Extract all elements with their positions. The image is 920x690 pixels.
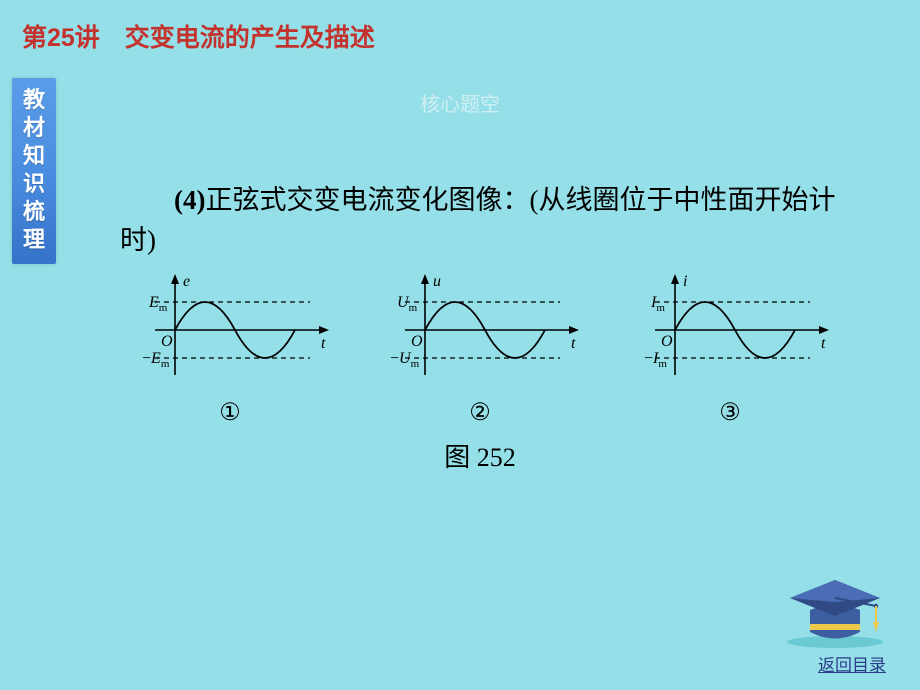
chart-label-2: ② bbox=[469, 398, 491, 427]
content-area: (4)正弦式交变电流变化图像：(从线圈位于中性面开始计时) e bbox=[120, 180, 860, 474]
svg-text:Um: Um bbox=[397, 294, 418, 314]
svg-text:t: t bbox=[821, 335, 826, 352]
svg-text:e: e bbox=[183, 273, 190, 290]
svg-text:t: t bbox=[321, 335, 326, 352]
paragraph: (4)正弦式交变电流变化图像：(从线圈位于中性面开始计时) bbox=[120, 180, 860, 260]
svg-text:t: t bbox=[571, 335, 576, 352]
svg-text:Im: Im bbox=[650, 294, 665, 314]
para-text: 正弦式交变电流变化图像：(从线圈位于中性面开始计时) bbox=[120, 185, 835, 255]
sine-chart-u: u Um −Um O t bbox=[375, 270, 585, 390]
chart-cell-2: u Um −Um O t ② bbox=[370, 270, 590, 427]
side-tab-char: 材 bbox=[23, 114, 45, 142]
chart-label-3: ③ bbox=[719, 398, 741, 427]
core-section-label: 核心题空 bbox=[0, 88, 920, 117]
svg-text:O: O bbox=[161, 333, 173, 350]
svg-text:−Um: −Um bbox=[390, 350, 420, 370]
svg-text:O: O bbox=[411, 333, 423, 350]
svg-text:−Em: −Em bbox=[142, 350, 170, 370]
svg-text:−Im: −Im bbox=[644, 350, 667, 370]
side-tab-char: 识 bbox=[23, 170, 45, 198]
chart-cell-1: e Em −Em O t ① bbox=[120, 270, 340, 427]
charts-row: e Em −Em O t ① u bbox=[120, 270, 840, 427]
figure-caption: 图 25­2 bbox=[120, 437, 840, 474]
graduation-cap-icon bbox=[780, 570, 890, 650]
sine-chart-e: e Em −Em O t bbox=[125, 270, 335, 390]
chart-cell-3: i Im −Im O t ③ bbox=[620, 270, 840, 427]
lecture-title: 第25讲 交变电流的产生及描述 bbox=[22, 18, 920, 54]
svg-text:u: u bbox=[433, 273, 441, 290]
svg-text:O: O bbox=[661, 333, 673, 350]
header: 第25讲 交变电流的产生及描述 bbox=[0, 0, 920, 54]
side-tab-char: 理 bbox=[23, 226, 45, 254]
side-tab-char: 梳 bbox=[23, 198, 45, 226]
side-tab-char: 知 bbox=[23, 142, 45, 170]
sine-chart-i: i Im −Im O t bbox=[625, 270, 835, 390]
para-prefix: (4) bbox=[174, 185, 205, 215]
back-to-toc-link[interactable]: 返回目录 bbox=[818, 651, 886, 676]
chart-label-1: ① bbox=[219, 398, 241, 427]
svg-text:Em: Em bbox=[148, 294, 168, 314]
svg-text:i: i bbox=[683, 273, 687, 290]
